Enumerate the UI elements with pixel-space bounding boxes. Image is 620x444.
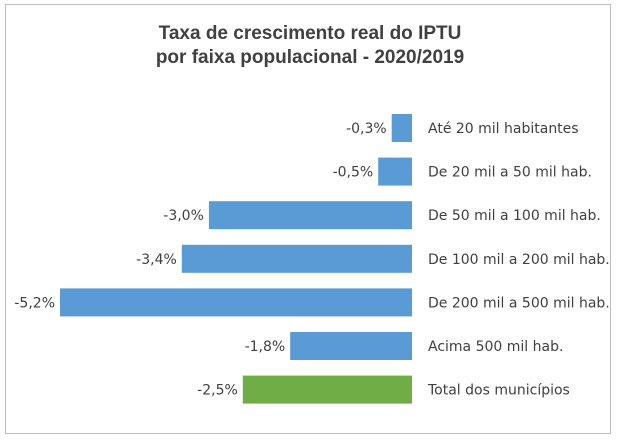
bar-2 [208, 201, 412, 230]
category-label-3: De 100 mil a 200 mil hab. [428, 252, 610, 268]
bar-6 [242, 375, 412, 404]
category-label-2: De 50 mil a 100 mil hab. [428, 208, 601, 224]
bar-4 [60, 288, 412, 317]
data-label-4: -5,2% [14, 295, 55, 311]
category-label-1: De 20 mil a 50 mil hab. [428, 165, 592, 181]
data-label-5: -1,8% [245, 339, 286, 355]
data-label-2: -3,0% [163, 208, 204, 224]
bar-3 [181, 244, 412, 273]
category-label-0: Até 20 mil habitantes [428, 121, 579, 137]
chart-title-line-1: Taxa de crescimento real do IPTU [158, 23, 462, 44]
category-label-4: De 200 mil a 500 mil hab. [428, 295, 610, 311]
bar-5 [290, 332, 412, 360]
category-label-6: Total dos municípios [427, 383, 570, 399]
data-label-0: -0,3% [346, 121, 387, 137]
chart-title: Taxa de crescimento real do IPTU por fai… [0, 22, 620, 70]
bar-0 [391, 114, 412, 142]
bar-1 [378, 157, 412, 186]
category-label-5: Acima 500 mil hab. [428, 339, 563, 355]
data-label-3: -3,4% [136, 252, 177, 268]
data-label-6: -2,5% [197, 383, 238, 399]
data-label-1: -0,5% [333, 165, 374, 181]
chart-title-line-2: por faixa populacional - 2020/2019 [155, 47, 465, 68]
